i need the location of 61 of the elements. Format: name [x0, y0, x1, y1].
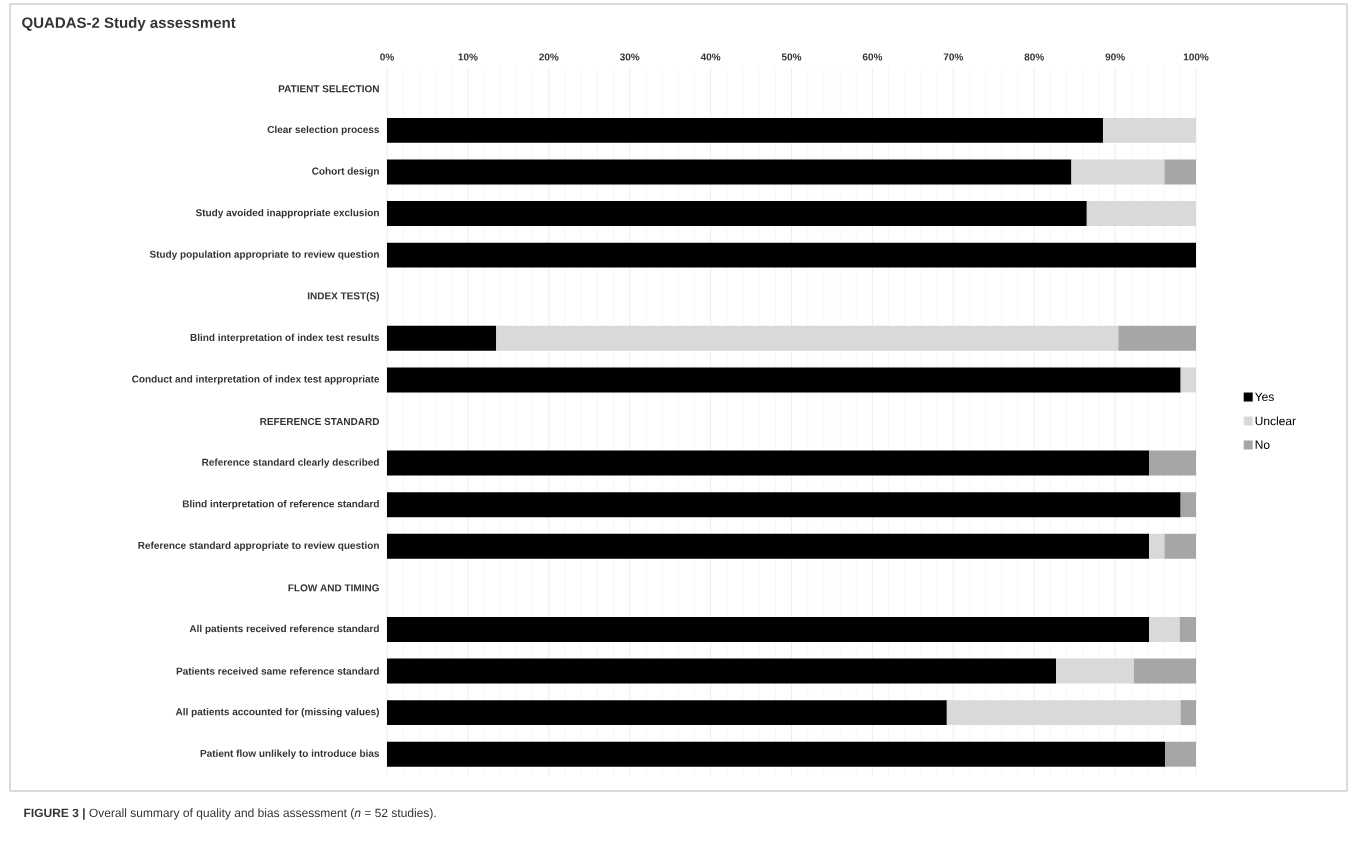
bar	[1056, 658, 1134, 684]
text: QUADAS-2 Study assessment	[22, 17, 236, 31]
bar	[1164, 533, 1197, 559]
x-tick-label: 40%	[700, 53, 721, 61]
x-tick-label: 50%	[781, 53, 802, 61]
bar	[1149, 533, 1165, 559]
x-tick-label: 80%	[1024, 53, 1044, 61]
x-tick-label: 70%	[943, 53, 964, 61]
y-tick-label: INDEX TEST(S)	[307, 292, 379, 302]
bar	[387, 533, 1150, 559]
bar	[1165, 741, 1197, 767]
bar	[1149, 616, 1180, 642]
legend-label: Unclear	[1255, 416, 1296, 426]
y-tick-label: Study population appropriate to review question	[149, 250, 379, 260]
x-tick-label: 30%	[619, 53, 640, 61]
y-tick-label: FLOW AND TIMING	[288, 584, 379, 592]
bar	[387, 325, 497, 351]
y-tick-label: Reference standard clearly described	[202, 458, 379, 468]
y-tick-label: Cohort design	[312, 167, 379, 177]
y-tick-label: Blind interpretation of reference standard	[182, 500, 379, 510]
legend-label: Yes	[1254, 392, 1274, 402]
bar	[1149, 450, 1197, 476]
y-tick-label: Clear selection process	[267, 125, 380, 136]
bar	[387, 492, 1181, 518]
y-tick-label: All patients accounted for (missing values)	[175, 707, 379, 718]
y-tick-label: PATIENT SELECTION	[278, 85, 379, 93]
x-tick-label: 90%	[1105, 53, 1125, 61]
bar	[1180, 700, 1197, 726]
bar	[387, 367, 1181, 393]
bar	[387, 450, 1150, 476]
bar	[1164, 159, 1197, 185]
x-tick-label: 100%	[1183, 53, 1209, 61]
bar	[1180, 492, 1197, 518]
bar	[1118, 325, 1197, 351]
y-tick-label: Reference standard appropriate to review question	[138, 541, 379, 551]
bar	[387, 741, 1166, 767]
y-tick-label: Patients received same reference standard	[176, 667, 379, 675]
bar	[387, 159, 1072, 185]
bar	[387, 616, 1150, 642]
bar	[946, 700, 1181, 726]
x-tick-label: 0%	[380, 53, 394, 61]
y-tick-label: Blind interpretation of index test results	[190, 333, 380, 343]
bar	[387, 700, 947, 726]
bar	[1179, 616, 1197, 642]
bar	[1133, 658, 1197, 684]
x-tick-label: 10%	[458, 53, 478, 61]
y-tick-label: REFERENCE STANDARD	[260, 417, 380, 426]
bar	[496, 325, 1119, 351]
y-tick-label: All patients received reference standard	[189, 624, 379, 635]
bar	[1071, 159, 1165, 185]
x-tick-label: 60%	[862, 53, 883, 61]
bar	[387, 242, 1197, 268]
bar	[387, 658, 1057, 684]
bar	[387, 201, 1087, 227]
y-tick-label: Patient flow unlikely to introduce bias	[200, 749, 380, 759]
legend-label: No	[1255, 440, 1270, 449]
text: FIGURE 3 | Overall summary of quality and bias assessment (n = 52 studies).	[24, 808, 436, 820]
y-tick-label: Conduct and interpretation of index test appropriate	[132, 375, 380, 385]
x-tick-label: 20%	[539, 53, 559, 61]
bar	[387, 117, 1103, 143]
y-tick-label: Study avoided inappropriate exclusion	[195, 208, 379, 219]
